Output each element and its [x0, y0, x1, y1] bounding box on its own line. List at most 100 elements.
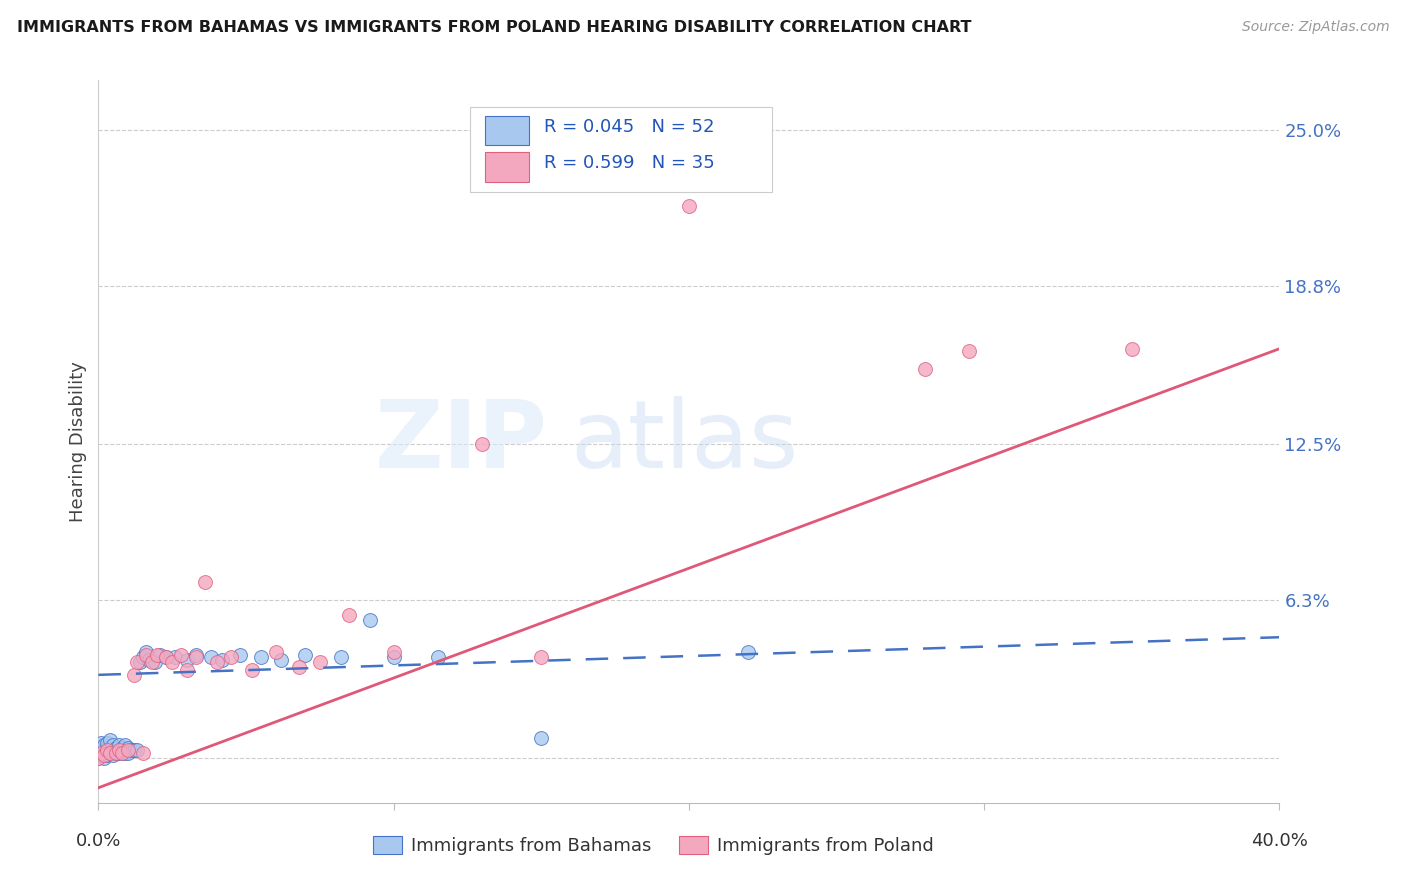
Point: [96, 740, 118, 755]
Point: [117, 746, 139, 760]
Point: [87, 750, 110, 764]
Y-axis label: Hearing Disability: Hearing Disability: [69, 361, 87, 522]
Text: R = 0.599   N = 35: R = 0.599 N = 35: [544, 154, 714, 172]
Point: [250, 650, 273, 665]
FancyBboxPatch shape: [471, 107, 772, 193]
Point: [117, 740, 139, 755]
Point: [87, 750, 110, 764]
Point: [329, 650, 352, 665]
Point: [205, 655, 228, 669]
Point: [98, 746, 121, 760]
Point: [165, 650, 187, 665]
Point: [211, 653, 233, 667]
Point: [359, 613, 381, 627]
Point: [90, 748, 112, 763]
Point: [103, 738, 125, 752]
Point: [108, 738, 131, 752]
Point: [98, 740, 121, 755]
Point: [200, 650, 222, 665]
Point: [90, 746, 112, 760]
Point: [111, 746, 134, 760]
Point: [93, 738, 115, 752]
Point: [96, 735, 118, 749]
Point: [270, 653, 292, 667]
Point: [184, 648, 207, 662]
Point: [427, 650, 450, 665]
Point: [108, 743, 131, 757]
Point: [96, 748, 118, 763]
Point: [162, 655, 183, 669]
Point: [103, 748, 125, 763]
Point: [90, 740, 112, 755]
Point: [93, 748, 115, 763]
Point: [111, 740, 134, 755]
Point: [294, 648, 316, 662]
Point: [146, 648, 169, 662]
Point: [114, 746, 136, 760]
Point: [382, 650, 405, 665]
Point: [184, 650, 207, 665]
Text: atlas: atlas: [571, 395, 799, 488]
Point: [138, 653, 160, 667]
Point: [93, 750, 115, 764]
Point: [194, 575, 217, 590]
Point: [471, 437, 494, 451]
Text: IMMIGRANTS FROM BAHAMAS VS IMMIGRANTS FROM POLAND HEARING DISABILITY CORRELATION: IMMIGRANTS FROM BAHAMAS VS IMMIGRANTS FR…: [17, 20, 972, 35]
Point: [105, 746, 128, 760]
Point: [155, 650, 177, 665]
Point: [132, 650, 155, 665]
Point: [98, 746, 121, 760]
Point: [93, 743, 115, 757]
Point: [117, 743, 139, 757]
Point: [111, 746, 134, 760]
Point: [737, 645, 759, 659]
Point: [229, 648, 252, 662]
Point: [143, 655, 166, 669]
Point: [339, 607, 361, 622]
Text: R = 0.045   N = 52: R = 0.045 N = 52: [544, 118, 714, 136]
Point: [103, 743, 125, 757]
Point: [122, 743, 145, 757]
Point: [132, 746, 155, 760]
Point: [288, 660, 311, 674]
Point: [96, 743, 118, 757]
Point: [530, 650, 553, 665]
Bar: [485, 116, 530, 145]
Point: [98, 733, 121, 747]
Point: [382, 645, 405, 659]
Point: [125, 655, 148, 669]
Point: [105, 746, 128, 760]
Point: [122, 668, 145, 682]
Point: [120, 743, 142, 757]
Point: [90, 735, 112, 749]
Point: [309, 655, 332, 669]
Point: [128, 655, 150, 669]
Point: [105, 740, 128, 755]
Point: [141, 655, 163, 669]
Text: 0.0%: 0.0%: [76, 831, 121, 850]
Point: [149, 648, 172, 662]
Point: [1121, 342, 1143, 356]
Point: [135, 648, 157, 662]
Point: [155, 650, 177, 665]
Legend: Immigrants from Bahamas, Immigrants from Poland: Immigrants from Bahamas, Immigrants from…: [367, 830, 941, 863]
Point: [176, 653, 198, 667]
Text: ZIP: ZIP: [374, 395, 547, 488]
Text: 40.0%: 40.0%: [1251, 831, 1308, 850]
Bar: [485, 153, 530, 182]
Point: [221, 650, 243, 665]
Point: [170, 648, 193, 662]
Point: [108, 746, 131, 760]
Point: [87, 743, 110, 757]
Point: [959, 344, 981, 359]
Point: [240, 663, 263, 677]
Point: [176, 663, 198, 677]
Text: Source: ZipAtlas.com: Source: ZipAtlas.com: [1241, 20, 1389, 34]
Point: [264, 645, 287, 659]
Point: [914, 361, 936, 376]
Point: [678, 199, 700, 213]
Point: [135, 645, 157, 659]
Point: [114, 738, 136, 752]
Point: [530, 731, 553, 745]
Point: [125, 743, 148, 757]
